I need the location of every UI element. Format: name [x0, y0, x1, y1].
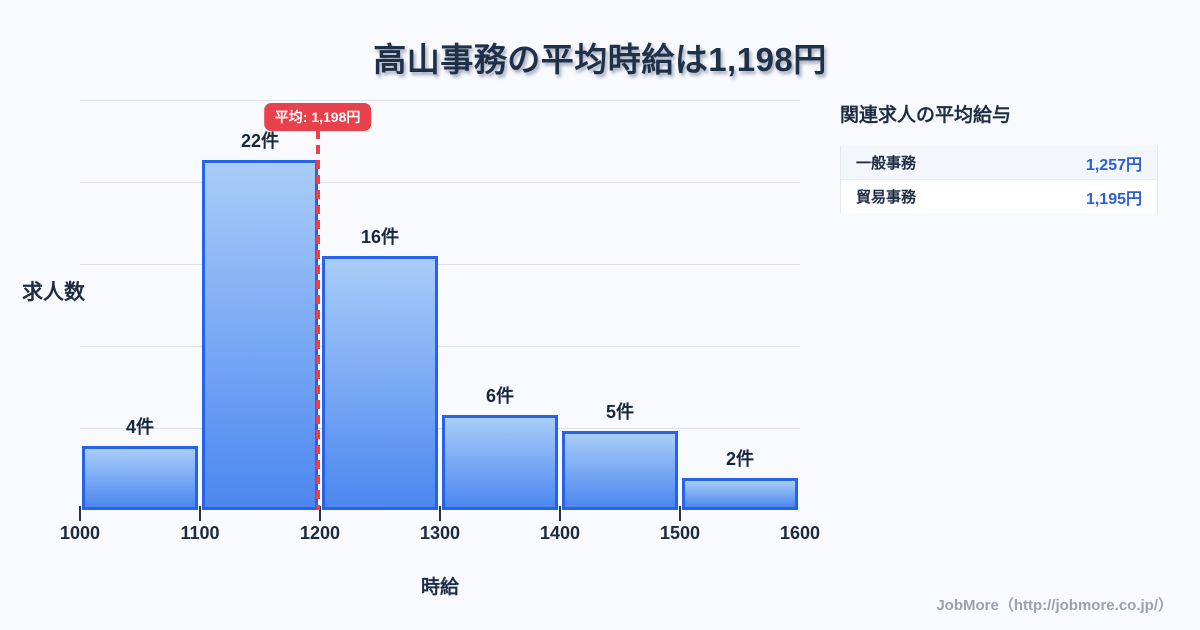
histogram-bar	[202, 160, 318, 510]
mean-badge: 平均: 1,198円	[263, 103, 372, 131]
bar-count-label: 22件	[240, 131, 280, 152]
x-tick-label: 1600	[779, 523, 821, 543]
x-tick-mark	[559, 506, 561, 521]
job-category-label: 一般事務	[856, 155, 917, 172]
chart-title: 高山事務の平均時給は1,198円	[373, 41, 827, 78]
histogram-bar	[82, 446, 198, 510]
job-salary-value: 1,257円	[1085, 156, 1142, 174]
gridline	[80, 182, 800, 183]
x-tick-mark	[679, 506, 681, 521]
site-credit: JobMore（http://jobmore.co.jp/）	[936, 597, 1173, 614]
histogram-bar	[322, 255, 438, 510]
x-tick-mark	[319, 506, 321, 521]
bar-count-label: 4件	[125, 417, 155, 438]
panel-title: 関連求人の平均給与	[840, 105, 1012, 126]
table-row: 貿易事務 1,195円	[841, 180, 1157, 213]
job-category-label: 貿易事務	[856, 189, 917, 206]
gridline	[80, 264, 800, 265]
bar-count-label: 5件	[605, 401, 635, 422]
x-tick-mark	[199, 506, 201, 521]
job-salary-value: 1,195円	[1085, 190, 1142, 208]
x-tick-label: 1000	[59, 523, 101, 543]
x-tick-mark	[79, 506, 81, 521]
bar-count-label: 6件	[485, 385, 515, 406]
related-jobs-panel: 関連求人の平均給与 一般事務 1,257円 貿易事務 1,195円	[840, 100, 1158, 213]
x-tick-label: 1300	[419, 523, 461, 543]
gridline	[80, 346, 800, 347]
x-tick-label: 1200	[299, 523, 341, 543]
bar-count-label: 2件	[725, 449, 755, 470]
gridline	[80, 100, 800, 101]
x-tick-mark	[439, 506, 441, 521]
related-jobs-table: 一般事務 1,257円 貿易事務 1,195円	[840, 146, 1158, 213]
histogram-bar	[562, 430, 678, 510]
gridline	[80, 428, 800, 429]
histogram-bar	[682, 478, 798, 510]
x-axis-label: 時給	[420, 577, 460, 598]
plot-area: 4件 22件 16件 6件 5件 2件 平均: 1,198円 1000 1100 1200 13…	[60, 100, 820, 543]
y-axis-label: 求人数	[22, 281, 85, 304]
table-row: 一般事務 1,257円	[841, 146, 1157, 180]
x-tick-label: 1500	[659, 523, 701, 543]
x-tick-label: 1100	[180, 523, 220, 543]
histogram-bar	[442, 414, 558, 510]
x-tick-label: 1400	[539, 523, 581, 543]
bar-count-label: 16件	[360, 226, 400, 247]
mean-line	[315, 130, 320, 510]
